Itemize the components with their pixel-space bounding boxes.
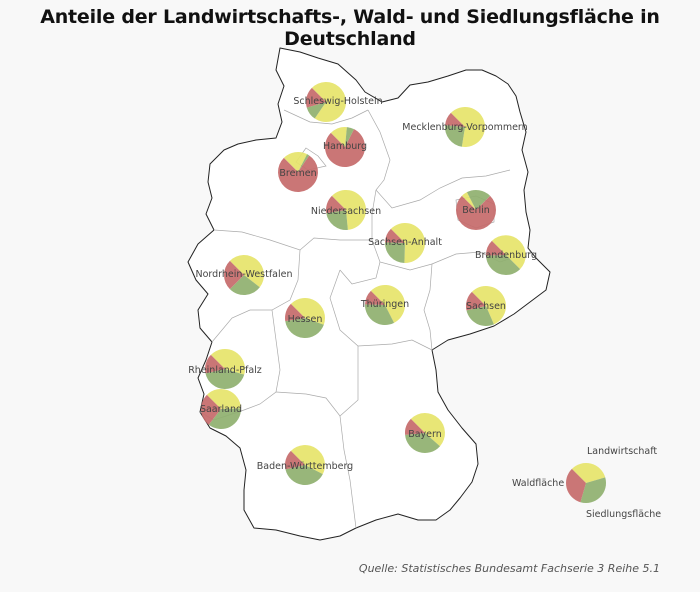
pie-hamburg-slice-wald — [345, 127, 355, 147]
pie-bremen — [278, 152, 319, 193]
pie-rheinland-pfalz-slice-siedlung — [204, 354, 225, 374]
state-label-schleswig-holstein: Schleswig-Holstein — [293, 96, 382, 107]
pie-schleswig-holstein-slice-wald — [306, 102, 326, 119]
pie-baden-wuerttemberg-slice-landwirtschaft — [290, 445, 325, 475]
pie-nordrhein-westfalen — [224, 255, 264, 295]
pie-niedersachsen-slice-wald — [326, 210, 348, 230]
state-label-bayern: Bayern — [408, 429, 442, 440]
legend-label-siedlung: Siedlungsfläche — [586, 509, 661, 520]
pie-sachsen-anhalt-slice-siedlung — [385, 228, 405, 243]
pie-hamburg-slice-landwirtschaft — [330, 127, 347, 147]
pie-mecklenburg-vorpommern-slice-wald — [445, 125, 465, 147]
state-label-bremen: Bremen — [279, 168, 316, 179]
pie-baden-wuerttemberg-slice-wald — [285, 465, 323, 486]
pie-niedersachsen-slice-siedlung — [326, 195, 346, 214]
pie-berlin — [456, 190, 496, 231]
legend-pie-slice-landwirtschaft — [571, 463, 606, 483]
state-label-mecklenburg-vorpommern: Mecklenburg-Vorpommern — [402, 122, 527, 133]
pie-schleswig-holstein-slice-siedlung — [305, 87, 326, 108]
pie-berlin-slice-wald — [466, 190, 491, 210]
pie-mecklenburg-vorpommern-slice-siedlung — [445, 112, 465, 127]
pie-sachsen-slice-siedlung — [465, 291, 486, 311]
pie-sachsen-anhalt-slice-landwirtschaft — [390, 223, 426, 264]
pie-baden-wuerttemberg-slice-siedlung — [284, 450, 305, 470]
pie-bayern-slice-siedlung — [405, 418, 425, 435]
pie-brandenburg-slice-siedlung — [486, 240, 506, 256]
pie-baden-wuerttemberg — [284, 445, 325, 486]
pie-bayern-slice-landwirtschaft — [410, 413, 445, 447]
state-label-brandenburg: Brandenburg — [475, 250, 537, 261]
state-label-rheinland-pfalz: Rheinland-Pfalz — [188, 365, 262, 376]
pie-berlin-slice-siedlung — [456, 195, 496, 231]
legend: Landwirtschaft Waldfläche Siedlungsfläch… — [512, 446, 661, 520]
legend-pie-slice-siedlung — [566, 468, 586, 503]
source-note: Quelle: Statistisches Bundesamt Fachseri… — [358, 562, 660, 575]
pie-saarland-slice-landwirtschaft — [206, 389, 241, 409]
pie-sachsen-slice-wald — [466, 306, 494, 327]
pie-nordrhein-westfalen-slice-wald — [229, 275, 260, 295]
pie-thueringen-slice-landwirtschaft — [370, 284, 406, 323]
pie-bayern-slice-wald — [405, 433, 440, 453]
pie-berlin-slice-landwirtschaft — [461, 192, 476, 210]
pie-mecklenburg-vorpommern-slice-landwirtschaft — [450, 106, 486, 147]
state-label-nordrhein-westfalen: Nordrhein-Westfalen — [195, 269, 292, 280]
legend-pie — [566, 463, 607, 504]
pie-hessen — [285, 298, 325, 338]
pie-saarland — [201, 389, 241, 429]
pie-schleswig-holstein-slice-landwirtschaft — [311, 82, 347, 123]
pie-sachsen — [465, 286, 507, 327]
pie-sachsen-anhalt-slice-wald — [385, 242, 405, 263]
state-label-sachsen-anhalt: Sachsen-Anhalt — [368, 237, 442, 248]
state-label-baden-wuerttemberg: Baden-Württemberg — [257, 461, 353, 472]
pie-nordrhein-westfalen-slice-siedlung — [224, 260, 244, 290]
pie-brandenburg-slice-wald — [486, 255, 521, 275]
pie-thueringen-slice-siedlung — [365, 290, 385, 305]
pie-saarland-slice-wald — [208, 408, 241, 429]
state-label-sachsen: Sachsen — [466, 301, 506, 312]
pie-bremen-slice-landwirtschaft — [283, 152, 308, 172]
pie-hamburg-slice-siedlung — [325, 129, 366, 168]
pie-brandenburg — [486, 235, 526, 275]
pie-nordrhein-westfalen-slice-landwirtschaft — [229, 255, 264, 288]
state-label-hamburg: Hamburg — [323, 141, 367, 152]
pie-bremen-slice-wald — [298, 154, 310, 172]
pie-thueringen — [365, 284, 406, 325]
pie-hamburg — [325, 127, 366, 168]
pie-rheinland-pfalz-slice-wald — [205, 369, 245, 390]
legend-label-landwirtschaft: Landwirtschaft — [587, 446, 657, 457]
pie-schleswig-holstein — [305, 82, 347, 123]
state-label-thueringen: Thüringen — [360, 299, 409, 310]
legend-label-wald: Waldfläche — [512, 478, 564, 489]
state-label-berlin: Berlin — [462, 205, 490, 216]
pie-brandenburg-slice-landwirtschaft — [491, 235, 526, 270]
pie-bayern — [405, 413, 445, 453]
pie-thueringen-slice-wald — [365, 304, 395, 325]
pie-bremen-slice-siedlung — [278, 155, 319, 193]
pie-rheinland-pfalz-slice-landwirtschaft — [210, 349, 246, 375]
legend-pie-slice-wald — [580, 477, 607, 504]
pie-saarland-slice-siedlung — [201, 394, 221, 425]
pie-sachsen-anhalt — [385, 223, 426, 264]
pie-niedersachsen-slice-landwirtschaft — [331, 189, 367, 230]
pie-sachsen-slice-landwirtschaft — [471, 286, 507, 325]
pie-niedersachsen — [326, 189, 367, 230]
pie-mecklenburg-vorpommern — [445, 106, 486, 147]
state-label-hessen: Hessen — [288, 314, 323, 325]
state-borders — [199, 109, 531, 529]
pie-hessen-slice-siedlung — [285, 303, 305, 322]
pie-rheinland-pfalz — [204, 349, 246, 390]
pie-hessen-slice-wald — [285, 318, 324, 338]
state-label-saarland: Saarland — [200, 404, 242, 415]
state-pies: Schleswig-Holstein Hamburg Mecklenburg-Vor… — [188, 82, 537, 486]
pie-hessen-slice-landwirtschaft — [290, 298, 325, 325]
state-label-niedersachsen: Niedersachsen — [311, 206, 381, 217]
map-title: Anteile der Landwirtschafts-, Wald- und … — [40, 6, 660, 50]
